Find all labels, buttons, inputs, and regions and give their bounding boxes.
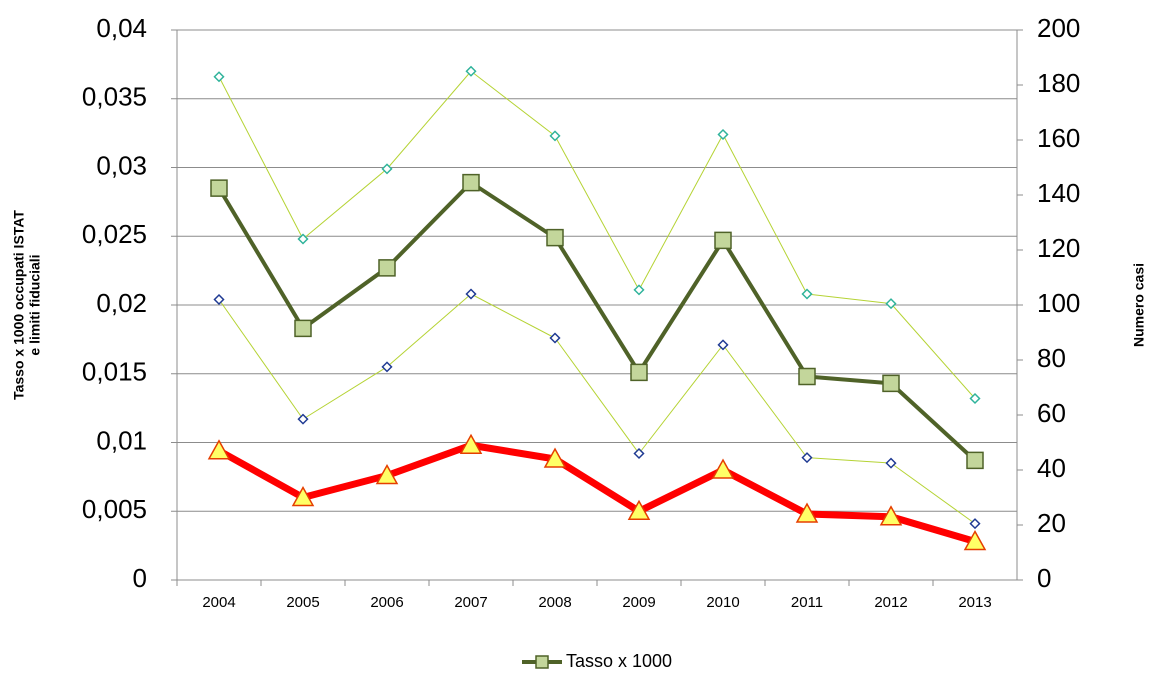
point-marker: [885, 298, 897, 310]
point-marker: [885, 457, 897, 469]
y2-tick-label: 120: [1037, 233, 1080, 263]
point-marker: [546, 228, 564, 247]
y-tick-label: 0,03: [96, 150, 147, 180]
point-marker: [633, 447, 645, 460]
y-tick-label: 0,04: [96, 13, 147, 43]
point-marker: [966, 451, 984, 470]
y-tick-label: 0,01: [96, 425, 147, 455]
y2-tick-label: 0: [1037, 563, 1051, 593]
point-marker: [969, 392, 981, 405]
point-marker: [210, 179, 228, 197]
y2-tick-label: 100: [1037, 288, 1080, 318]
point-marker: [630, 363, 648, 382]
point-marker: [543, 447, 567, 468]
x-tick-label: 2008: [538, 594, 571, 611]
point-marker: [882, 374, 900, 393]
point-marker: [717, 339, 729, 351]
y2-tick-label: 180: [1037, 68, 1080, 98]
point-marker: [459, 433, 483, 454]
point-marker: [801, 288, 813, 300]
point-marker: [711, 458, 735, 479]
point-marker: [462, 173, 480, 192]
point-marker: [381, 163, 393, 175]
x-tick-label: 2010: [706, 594, 739, 611]
y2-tick-label: 60: [1037, 398, 1066, 428]
series-line: [218, 293, 976, 525]
x-tick-label: 2004: [202, 594, 235, 611]
y-tick-label: 0,02: [96, 288, 147, 318]
point-marker: [465, 65, 477, 77]
x-tick-label: 2005: [286, 594, 319, 611]
y2-tick-label: 160: [1037, 123, 1080, 153]
point-marker: [294, 319, 312, 338]
legend-label: Tasso x 1000: [566, 651, 672, 671]
y2-tick-label: 20: [1037, 508, 1066, 538]
point-marker: [291, 485, 315, 507]
y2-tick-label: 80: [1037, 343, 1066, 373]
point-marker: [963, 529, 987, 551]
point-marker: [795, 502, 819, 523]
point-marker: [297, 233, 309, 245]
x-tick-label: 2007: [454, 594, 487, 611]
y2-tick-label: 140: [1037, 178, 1080, 208]
y-axis-label: e limiti fiduciali: [27, 254, 43, 355]
y-tick-label: 0,015: [82, 357, 147, 387]
point-marker: [375, 463, 399, 485]
y2-tick-label: 200: [1037, 13, 1080, 43]
point-marker: [549, 332, 561, 344]
point-marker: [549, 130, 561, 142]
y-tick-label: 0: [133, 563, 147, 593]
x-tick-label: 2013: [958, 594, 991, 611]
y-axis-label: Tasso x 1000 occupati ISTAT: [11, 210, 27, 400]
x-tick-label: 2009: [622, 594, 655, 611]
x-tick-label: 2006: [370, 594, 403, 611]
point-marker: [801, 452, 813, 464]
series-line: [218, 70, 976, 399]
point-marker: [627, 499, 651, 520]
point-marker: [798, 367, 816, 386]
y2-axis-label: Numero casi: [1131, 263, 1147, 347]
x-tick-label: 2011: [791, 594, 823, 611]
point-marker: [969, 518, 981, 530]
point-marker: [381, 361, 393, 373]
point-marker: [213, 71, 225, 83]
point-marker: [465, 288, 477, 300]
point-marker: [879, 505, 903, 526]
point-marker: [633, 284, 645, 296]
point-marker: [213, 293, 225, 306]
point-marker: [207, 439, 231, 460]
y2-tick-label: 40: [1037, 453, 1066, 483]
series-line: [217, 180, 977, 462]
y-tick-label: 0,005: [82, 494, 147, 524]
y-tick-label: 0,035: [82, 82, 147, 112]
point-marker: [297, 413, 309, 425]
legend-marker: [535, 655, 549, 669]
point-marker: [714, 231, 732, 250]
y-tick-label: 0,025: [82, 219, 147, 249]
point-marker: [717, 128, 729, 141]
series-line: [217, 441, 976, 545]
x-tick-label: 2012: [874, 594, 907, 611]
point-marker: [378, 259, 396, 277]
